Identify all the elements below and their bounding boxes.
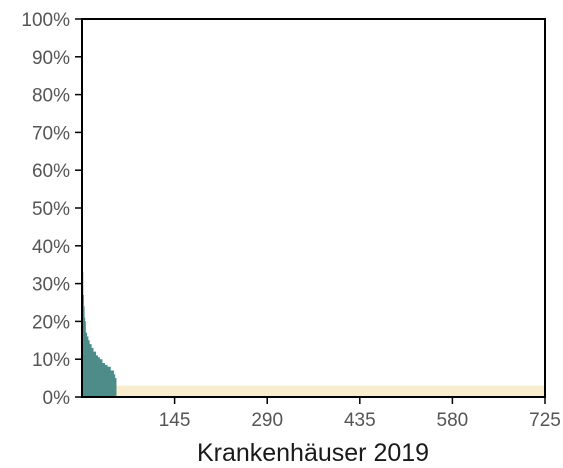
- x-tick-label: 580: [437, 410, 469, 431]
- x-tick-label: 725: [529, 410, 561, 431]
- x-tick-label: 145: [159, 410, 191, 431]
- y-tick-label: 90%: [32, 48, 70, 69]
- y-tick-label: 10%: [32, 350, 70, 371]
- x-axis-title: Krankenhäuser 2019: [197, 439, 429, 467]
- x-tick-label: 435: [344, 410, 376, 431]
- y-axis: 0% 10% 20% 30% 40% 50% 60% 70% 80% 90% 100%: [21, 10, 82, 409]
- y-tick-label: 30%: [32, 275, 70, 296]
- reference-band: [82, 385, 545, 397]
- y-tick-label: 50%: [32, 199, 70, 220]
- y-tick-label: 100%: [21, 10, 70, 31]
- y-tick-label: 20%: [32, 312, 70, 333]
- x-tick-label: 290: [251, 410, 283, 431]
- plot-panel: [81, 18, 546, 398]
- y-tick-label: 70%: [32, 123, 70, 144]
- y-tick-label: 40%: [32, 237, 70, 258]
- y-tick-label: 60%: [32, 161, 70, 182]
- x-axis: 145 290 435 580 725: [159, 397, 561, 431]
- y-tick-label: 80%: [32, 86, 70, 107]
- plot-background: [82, 19, 545, 397]
- y-tick-label: 0%: [43, 388, 71, 409]
